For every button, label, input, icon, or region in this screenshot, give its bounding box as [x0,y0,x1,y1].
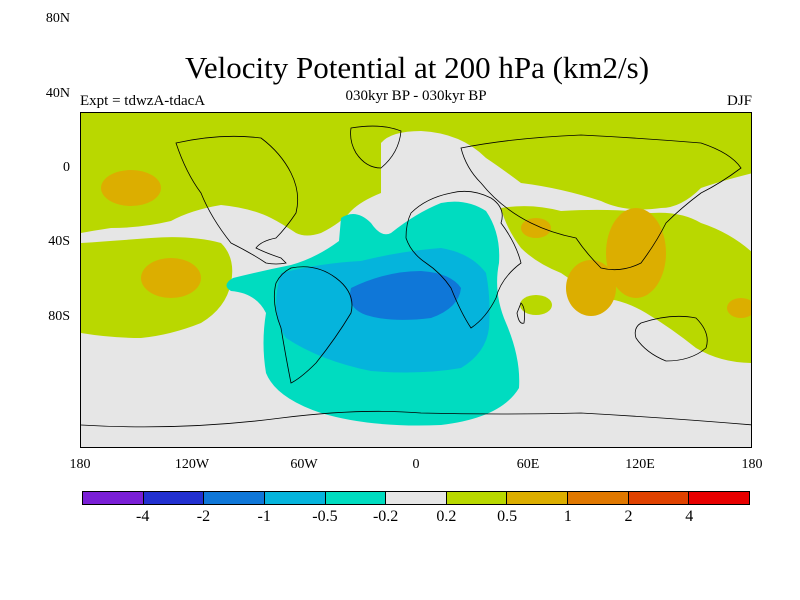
colorbar-label: -4 [136,508,150,525]
field-positive-indian [520,295,552,315]
field-orange-mideast [521,218,551,238]
field-orange-npacific [101,170,161,206]
field-negative-atlantic-3 [350,271,461,320]
lon-tick-label: 180 [69,457,91,472]
lon-tick-label: 120W [174,457,210,472]
map-panel [80,112,752,448]
colorbar-label: -1 [257,508,271,525]
experiment-label: Expt = tdwzA-tdacA [80,93,206,109]
colorbar-label: -2 [196,508,211,525]
colorbar-swatch [386,492,447,504]
lon-tick-label: 60E [516,457,540,472]
colorbar-swatch [446,492,508,504]
colorbar-label: 4 [685,508,694,525]
season-label: DJF [726,93,752,109]
colorbar-swatch [83,492,144,504]
lon-tick-label: 180 [741,457,763,472]
colorbar-swatch [689,492,750,504]
colorbar-swatch [325,492,387,504]
lon-tick-label: 120E [625,457,655,472]
chart-title: Velocity Potential at 200 hPa (km2/s) [184,50,650,85]
colorbar-label: -0.2 [372,508,399,525]
colorbar-swatch [143,492,205,504]
lon-tick-label: 60W [290,457,318,472]
lon-tick-label: 0 [412,457,420,472]
colorbar-swatch [568,492,629,504]
colorbar-label: 2 [624,508,633,525]
colorbar-label: -0.5 [312,508,338,525]
field-orange-wpacific [727,298,751,318]
field-orange-india [566,260,616,316]
colorbar-swatch [204,492,265,504]
chart-subtitle: 030kyr BP - 030kyr BP [345,88,487,104]
colorbar-label: 0.2 [436,508,457,525]
lat-tick-label: 40S [48,234,70,249]
field-orange-asia [606,208,666,298]
lat-tick-label: 0 [63,160,70,175]
lat-tick-label: 40N [45,86,70,101]
colorbar-label: 0.5 [497,508,518,525]
colorbar-swatch [264,492,326,504]
colorbar-swatch [628,492,690,504]
colorbar-label: 1 [563,508,572,525]
colorbar-swatch [507,492,569,504]
colorbar [82,491,750,505]
coastlines [81,125,751,428]
field-orange-epacific [141,258,201,298]
velocity-potential-map [81,113,751,447]
lat-tick-label: 80S [48,309,70,324]
lat-tick-label: 80N [45,11,70,26]
field-positive-north [81,113,751,236]
